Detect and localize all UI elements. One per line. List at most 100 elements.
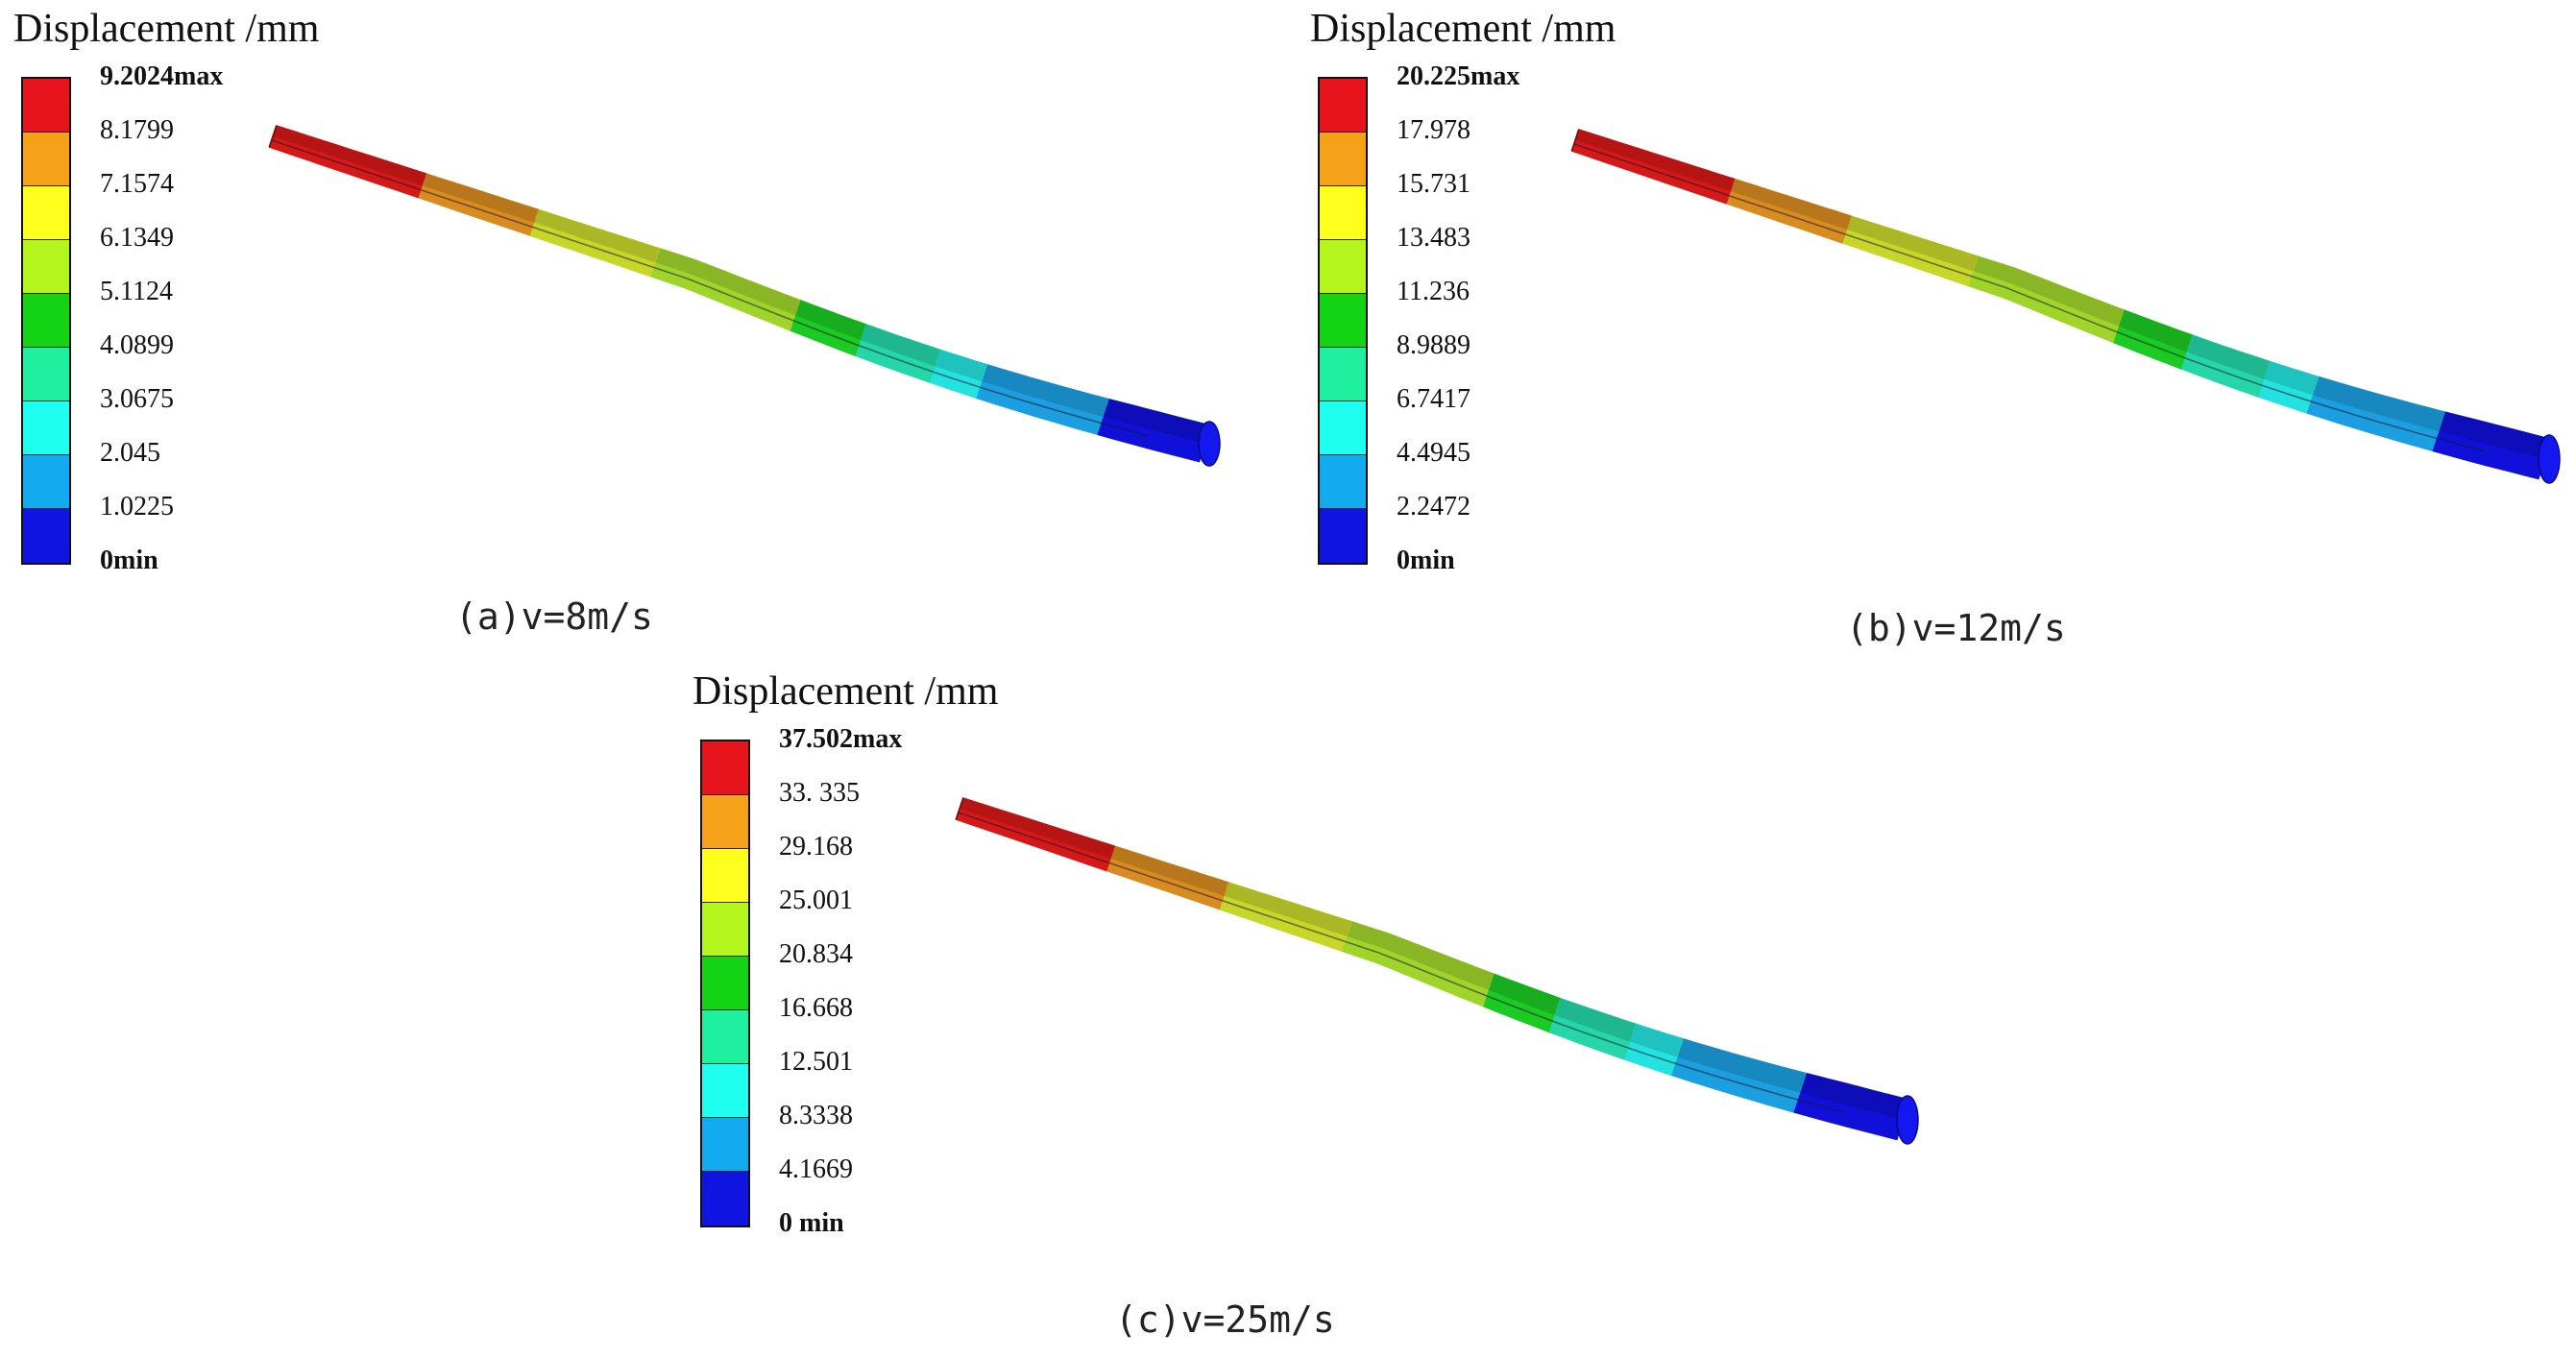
legend-swatch bbox=[1320, 509, 1366, 563]
blade-band-shade bbox=[1488, 973, 1561, 1015]
blade-spar-line bbox=[1573, 143, 2486, 452]
legend-tick-label: 8.3338 bbox=[779, 1101, 853, 1130]
legend-tick-label: 20.225max bbox=[1397, 61, 1520, 91]
blade-spar-line bbox=[271, 139, 1148, 437]
legend-swatch bbox=[23, 294, 69, 348]
blade-contour bbox=[1570, 129, 2561, 484]
legend-tick-label: 4.4945 bbox=[1397, 438, 1470, 468]
legend-tick-label: 25.001 bbox=[779, 886, 853, 915]
legend-tick-label: 3.0675 bbox=[100, 384, 174, 414]
legend-swatch bbox=[702, 1118, 748, 1172]
blade-band bbox=[955, 797, 1116, 872]
contour-panel-c: Displacement /mm 37.502max 33. 335 29.168 2… bbox=[679, 663, 1919, 1341]
legend-swatch bbox=[1320, 240, 1366, 294]
blade-band-shade bbox=[982, 364, 1109, 417]
legend-tick-label: 8.1799 bbox=[100, 115, 174, 145]
blade-spar-line bbox=[958, 812, 1845, 1113]
legend-tick-label: 2.2472 bbox=[1397, 492, 1470, 522]
legend-swatch bbox=[1320, 401, 1366, 455]
blade-band-shade bbox=[273, 125, 426, 186]
blade-band-shade bbox=[1224, 882, 1352, 936]
contour-panel-a: Displacement /mm 9.2024max 8.1799 7.1574 6.… bbox=[0, 0, 1221, 653]
blade-band-shade bbox=[655, 248, 800, 316]
legend-tick-label: 4.1669 bbox=[779, 1154, 853, 1184]
blade-band-shade bbox=[1973, 255, 2125, 327]
blade-root-cap bbox=[2538, 434, 2561, 484]
legend-tick-label: 13.483 bbox=[1397, 223, 1470, 253]
blade-band-shade bbox=[1347, 921, 1495, 990]
legend-tick-label: 12.501 bbox=[779, 1047, 853, 1077]
blade-tip-edge bbox=[268, 125, 278, 148]
blade-band-shade bbox=[860, 324, 941, 367]
blade-contour bbox=[955, 797, 1919, 1145]
blade-band-shade bbox=[1730, 179, 1852, 230]
legend-tick-label: 2.045 bbox=[100, 438, 160, 468]
legend-swatch bbox=[702, 849, 748, 903]
legend-tick-label: 29.168 bbox=[779, 832, 853, 862]
blade-band-shade bbox=[960, 797, 1115, 859]
blade-band-shade bbox=[1103, 399, 1212, 444]
color-legend-bar bbox=[700, 740, 750, 1227]
legend-swatch bbox=[23, 401, 69, 455]
legend-tick-label: 16.668 bbox=[779, 993, 853, 1023]
legend-title: Displacement /mm bbox=[1310, 7, 1616, 51]
blade-band-shade bbox=[2438, 411, 2552, 459]
figure-caption: (a)v=8m/s bbox=[455, 595, 653, 638]
blade-band-shade bbox=[1575, 129, 1735, 192]
legend-tick-label: 11.236 bbox=[1397, 277, 1470, 306]
blade-band-shade bbox=[422, 173, 539, 223]
blade-band-shade bbox=[2312, 376, 2445, 432]
blade-contour bbox=[268, 125, 1221, 467]
blade-band-shade bbox=[1110, 845, 1228, 896]
legend-swatch bbox=[1320, 133, 1366, 186]
color-legend-bar bbox=[21, 77, 71, 565]
blade-tip-edge bbox=[955, 797, 964, 820]
legend-swatch bbox=[702, 903, 748, 957]
legend-tick-label: 7.1574 bbox=[100, 169, 174, 199]
legend-tick-label: 1.0225 bbox=[100, 492, 174, 522]
legend-swatch bbox=[1320, 348, 1366, 401]
legend-swatch bbox=[1320, 79, 1366, 133]
legend-tick-label: 20.834 bbox=[779, 939, 853, 969]
blade-band-shade bbox=[1629, 1023, 1684, 1057]
legend-tick-label: 4.0899 bbox=[100, 330, 174, 360]
legend-swatch bbox=[702, 1010, 748, 1064]
legend-tick-label: 17.978 bbox=[1397, 115, 1470, 145]
color-legend-bar bbox=[1318, 77, 1368, 565]
legend-tick-label: 33. 335 bbox=[779, 778, 860, 808]
blade-band-shade bbox=[533, 208, 660, 263]
contour-panel-b: Displacement /mm 20.225max 17.978 15.731 13… bbox=[1297, 0, 2561, 653]
legend-tick-label: 0 min bbox=[779, 1208, 844, 1238]
legend-swatch bbox=[23, 240, 69, 294]
blade-band-shade bbox=[2186, 334, 2271, 379]
blade-band-shade bbox=[935, 350, 987, 381]
blade-root-cap bbox=[1198, 421, 1221, 467]
legend-swatch bbox=[1320, 455, 1366, 509]
legend-tick-label: 5.1124 bbox=[100, 277, 173, 306]
blade-band-shade bbox=[794, 300, 866, 340]
legend-title: Displacement /mm bbox=[13, 7, 320, 51]
legend-swatch bbox=[702, 957, 748, 1010]
legend-swatch bbox=[702, 1064, 748, 1118]
legend-swatch bbox=[23, 186, 69, 240]
legend-swatch bbox=[23, 79, 69, 133]
blade-root-cap bbox=[1896, 1095, 1919, 1145]
legend-swatch bbox=[23, 133, 69, 186]
legend-swatch bbox=[1320, 186, 1366, 240]
blade-band-shade bbox=[1677, 1038, 1807, 1093]
legend-tick-label: 8.9889 bbox=[1397, 330, 1470, 360]
legend-tick-label: 0min bbox=[1397, 546, 1455, 575]
legend-tick-label: 9.2024max bbox=[100, 61, 224, 91]
legend-tick-label: 0min bbox=[100, 546, 158, 575]
legend-tick-label: 15.731 bbox=[1397, 169, 1470, 199]
legend-swatch bbox=[702, 741, 748, 795]
legend-title: Displacement /mm bbox=[693, 669, 999, 714]
legend-swatch bbox=[702, 795, 748, 849]
figure-caption: (b)v=12m/s bbox=[1846, 607, 2066, 649]
figure-caption: (c)v=25m/s bbox=[1115, 1298, 1335, 1341]
legend-tick-label: 6.7417 bbox=[1397, 384, 1470, 414]
legend-swatch bbox=[702, 1172, 748, 1226]
blade-band-shade bbox=[2264, 361, 2319, 396]
legend-tick-label: 37.502max bbox=[779, 724, 903, 754]
legend-swatch bbox=[23, 455, 69, 509]
